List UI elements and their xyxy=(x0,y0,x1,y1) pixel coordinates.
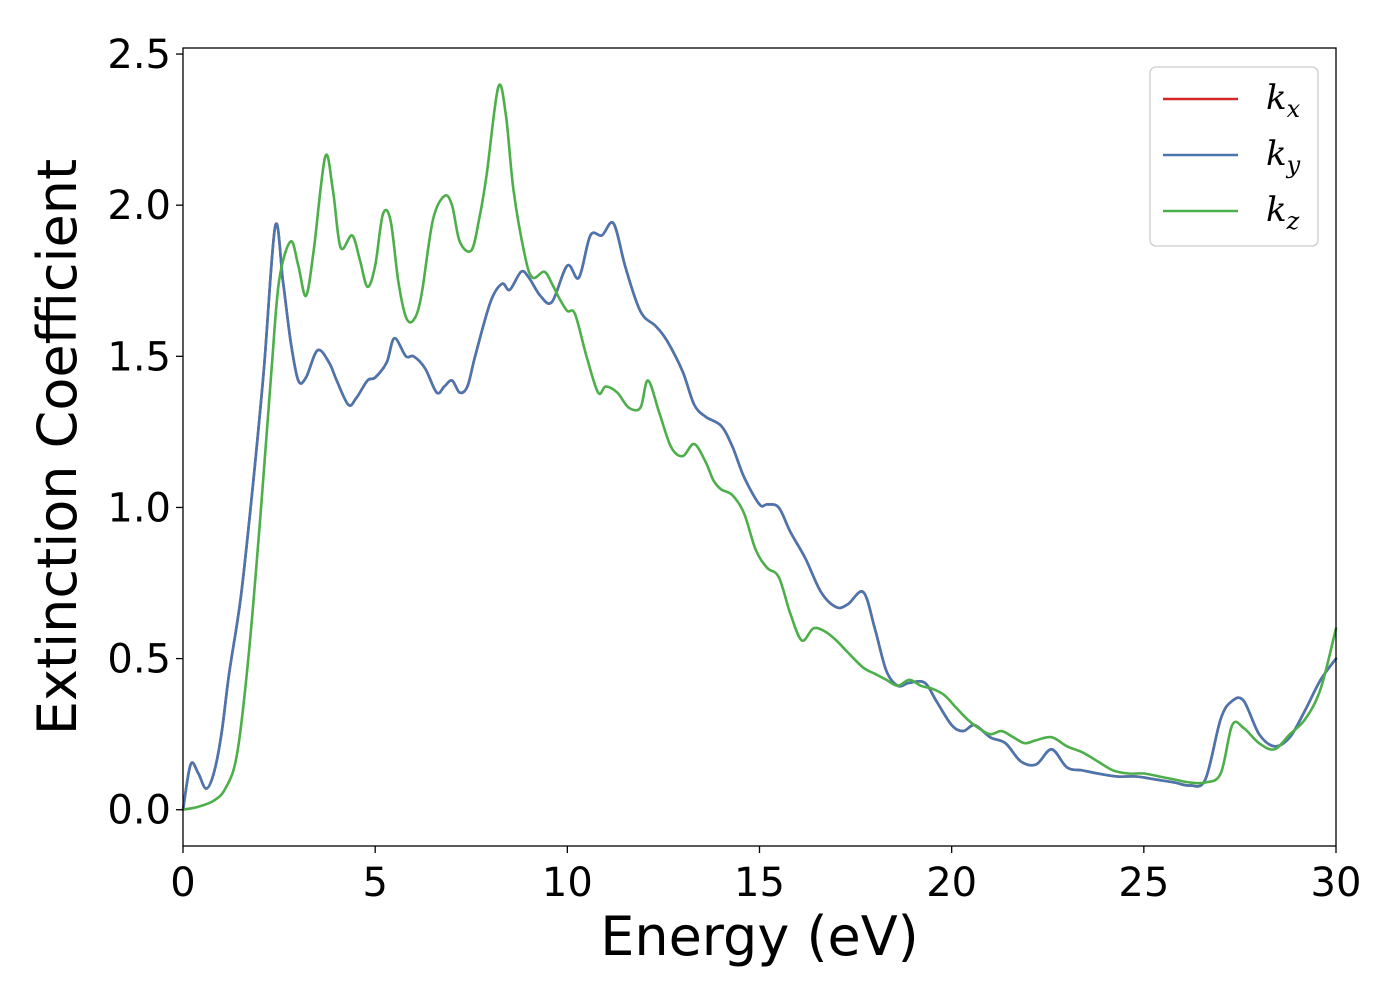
x-tick-label: 5 xyxy=(362,860,387,906)
x-tick-label: 20 xyxy=(926,860,977,906)
plot-background xyxy=(183,48,1336,846)
y-tick-label: 2.5 xyxy=(107,32,171,78)
x-tick-label: 25 xyxy=(1118,860,1169,906)
legend-label-x: kx xyxy=(1266,78,1301,123)
x-tick-label: 0 xyxy=(170,860,195,906)
legend: kx ky kz xyxy=(1149,66,1319,247)
x-axis-label: Energy (eV) xyxy=(600,905,919,968)
x-axis: 0 5 10 15 20 25 30 xyxy=(170,846,1361,906)
legend-label-y: ky xyxy=(1266,134,1301,179)
y-tick-label: 0.5 xyxy=(107,637,171,683)
y-tick-label: 2.0 xyxy=(107,183,171,229)
y-tick-label: 1.5 xyxy=(107,334,171,380)
legend-label-z: kz xyxy=(1266,190,1300,235)
x-tick-label: 10 xyxy=(542,860,593,906)
y-tick-label: 1.0 xyxy=(107,485,171,531)
x-tick-label: 30 xyxy=(1311,860,1362,906)
series-line-y xyxy=(181,221,1338,811)
y-tick-label: 0.0 xyxy=(107,788,171,834)
y-axis-label: Extinction Coefficient xyxy=(26,159,89,735)
series-line-z xyxy=(181,83,1338,811)
x-tick-label: 15 xyxy=(734,860,785,906)
legend-box xyxy=(1149,66,1319,247)
series-layer xyxy=(181,83,1338,811)
y-axis: 0.0 0.5 1.0 1.5 2.0 2.5 xyxy=(107,32,183,834)
